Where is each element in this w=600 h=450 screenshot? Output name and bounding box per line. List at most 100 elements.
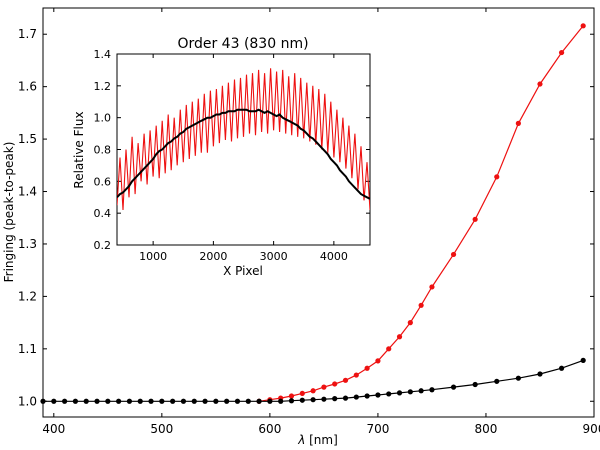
data-point-black: [202, 398, 208, 404]
data-point-black: [364, 393, 370, 399]
x-tick-label: 400: [42, 422, 65, 436]
series-line-corrected: [117, 108, 370, 200]
y-tick-label: 1.4: [18, 185, 37, 199]
data-point-black: [278, 398, 284, 404]
data-point-black: [386, 391, 392, 397]
y-tick-label: 1.2: [94, 80, 112, 93]
y-tick-label: 1.0: [94, 112, 112, 125]
data-point-black: [170, 398, 176, 404]
main-x-axis-label: λ [nm]: [297, 433, 338, 447]
data-point-black: [191, 398, 197, 404]
y-tick-label: 0.2: [94, 239, 112, 252]
data-point-black: [580, 357, 586, 363]
data-point-black: [40, 398, 46, 404]
main-axis-ticks: 400 500 600 700 800 900 1.0 1.1 1.2 1.3 1.4 1.5 1.6 1…: [18, 8, 600, 436]
data-point-red: [375, 358, 381, 364]
data-point-black: [558, 365, 565, 371]
data-point-red: [515, 120, 521, 126]
data-point-black: [310, 397, 316, 403]
inset-x-axis-label: X Pixel: [223, 264, 263, 278]
data-point-red: [353, 372, 359, 378]
x-tick-label: 500: [150, 422, 173, 436]
y-tick-label: 0.6: [94, 175, 112, 188]
data-point-black: [234, 398, 241, 404]
data-point-black: [51, 398, 57, 404]
data-point-black: [267, 398, 273, 404]
y-tick-label: 1.1: [18, 342, 37, 356]
y-tick-label: 1.5: [18, 132, 37, 146]
data-point-red: [429, 284, 435, 290]
data-point-red: [321, 384, 327, 390]
data-point-black: [148, 398, 154, 404]
y-tick-label: 0.8: [94, 144, 112, 157]
data-point-red: [494, 174, 500, 180]
main-y-axis-label: Fringing (peak-to-peak): [2, 142, 16, 283]
data-point-red: [332, 381, 338, 387]
data-point-black: [299, 397, 305, 403]
data-point-black: [494, 378, 500, 384]
data-point-black: [396, 390, 403, 396]
data-point-red: [407, 320, 413, 326]
x-tick-label: 4000: [320, 250, 348, 263]
data-point-black: [213, 398, 219, 404]
data-point-black: [245, 398, 251, 404]
data-point-black: [180, 398, 187, 404]
data-point-red: [288, 393, 295, 399]
x-tick-label: 1000: [139, 250, 167, 263]
x-axis-unit: [nm]: [305, 433, 337, 447]
data-point-red: [537, 81, 543, 87]
data-point-black: [137, 398, 143, 404]
data-point-red: [558, 49, 565, 56]
y-tick-label: 0.4: [94, 207, 112, 220]
x-tick-label: 2000: [199, 250, 227, 263]
data-point-red: [418, 302, 424, 308]
data-point-black: [472, 381, 478, 388]
series-line-raw: [117, 68, 370, 211]
main-series: [40, 23, 586, 404]
data-point-red: [310, 388, 316, 394]
data-point-black: [375, 392, 381, 398]
data-point-black: [537, 371, 543, 377]
data-point-red: [342, 377, 349, 383]
data-point-black: [159, 398, 165, 404]
x-tick-label: 3000: [260, 250, 288, 263]
y-tick-label: 1.6: [18, 80, 37, 94]
y-tick-label: 1.7: [18, 27, 37, 41]
y-tick-label: 1.0: [18, 394, 37, 408]
data-point-black: [62, 398, 68, 404]
data-point-red: [396, 334, 403, 340]
x-tick-label: 800: [475, 422, 498, 436]
y-tick-label: 1.2: [18, 289, 37, 303]
data-point-black: [72, 398, 79, 404]
data-point-black: [429, 387, 435, 393]
y-tick-label: 1.4: [94, 48, 112, 61]
data-point-red: [472, 216, 478, 222]
data-point-black: [321, 396, 327, 402]
data-point-black: [407, 389, 413, 395]
x-tick-label: 900: [583, 422, 600, 436]
data-point-black: [515, 375, 521, 381]
y-tick-label: 1.3: [18, 237, 37, 251]
x-tick-label: 600: [258, 422, 281, 436]
inset-title: Order 43 (830 nm): [177, 36, 308, 52]
data-point-red: [450, 251, 457, 258]
data-point-black: [83, 398, 89, 404]
data-point-black: [105, 398, 111, 404]
lambda-symbol: λ: [297, 433, 305, 447]
data-point-black: [256, 398, 262, 404]
data-point-black: [450, 384, 457, 390]
x-tick-label: 700: [366, 422, 389, 436]
data-point-black: [342, 395, 349, 401]
data-point-black: [224, 398, 230, 404]
data-point-red: [299, 390, 305, 397]
inset-series: [117, 68, 370, 211]
inset-axis-ticks: 1000 2000 3000 4000 0.2 0.4 0.6 0.8 1.0 1.2 1.4: [94, 48, 370, 263]
data-point-black: [332, 396, 338, 402]
data-point-red: [386, 346, 392, 352]
data-point-black: [116, 398, 122, 404]
inset-plot: 1000 2000 3000 4000 0.2 0.4 0.6 0.8 1.0 1.2 1.4 Or…: [72, 36, 371, 278]
data-point-red: [364, 365, 370, 371]
inset-y-axis-label: Relative Flux: [72, 111, 86, 188]
data-point-black: [126, 398, 133, 404]
